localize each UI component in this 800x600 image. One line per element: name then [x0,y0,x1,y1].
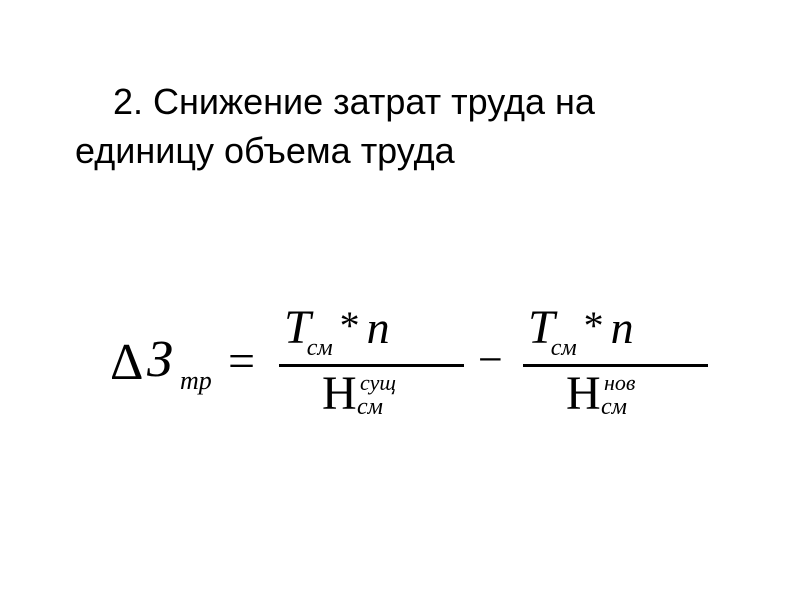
fraction-bar-2 [523,364,708,367]
num2-n: n [611,302,634,353]
num1-star: * [340,303,360,348]
fraction-bar-1 [279,364,464,367]
den1-sup: сущ [360,370,396,396]
den1-sub: см [357,394,383,421]
minus-sign: − [478,334,503,385]
equals-sign: = [228,334,255,389]
num2-T-sub: см [551,335,577,361]
fraction-2-numerator: Тсм*n [528,300,708,355]
lhs-subscript: тр [180,366,212,396]
den2-H: Н [566,367,601,420]
den2-sub: см [601,394,627,421]
formula: Δ З тр = Тсм*n Н сущ см − Тсм*n Н нов см [110,300,740,430]
fraction-2-denominator: Н нов см [566,366,601,421]
den1-H: Н [322,367,357,420]
heading-line-2: единицу объема труда [75,127,735,176]
num2-star: * [584,303,604,348]
fraction-1-numerator: Тсм*n [284,300,464,355]
delta-symbol: Δ [110,333,143,392]
num1-n: n [367,302,390,353]
den2-sup: нов [604,370,635,396]
slide-heading: 2. Снижение затрат труда на единицу объе… [75,78,735,175]
lhs-variable: З [147,330,173,389]
heading-line-1: 2. Снижение затрат труда на [113,78,735,127]
num1-T-sub: см [307,335,333,361]
fraction-1-denominator: Н сущ см [322,366,357,421]
